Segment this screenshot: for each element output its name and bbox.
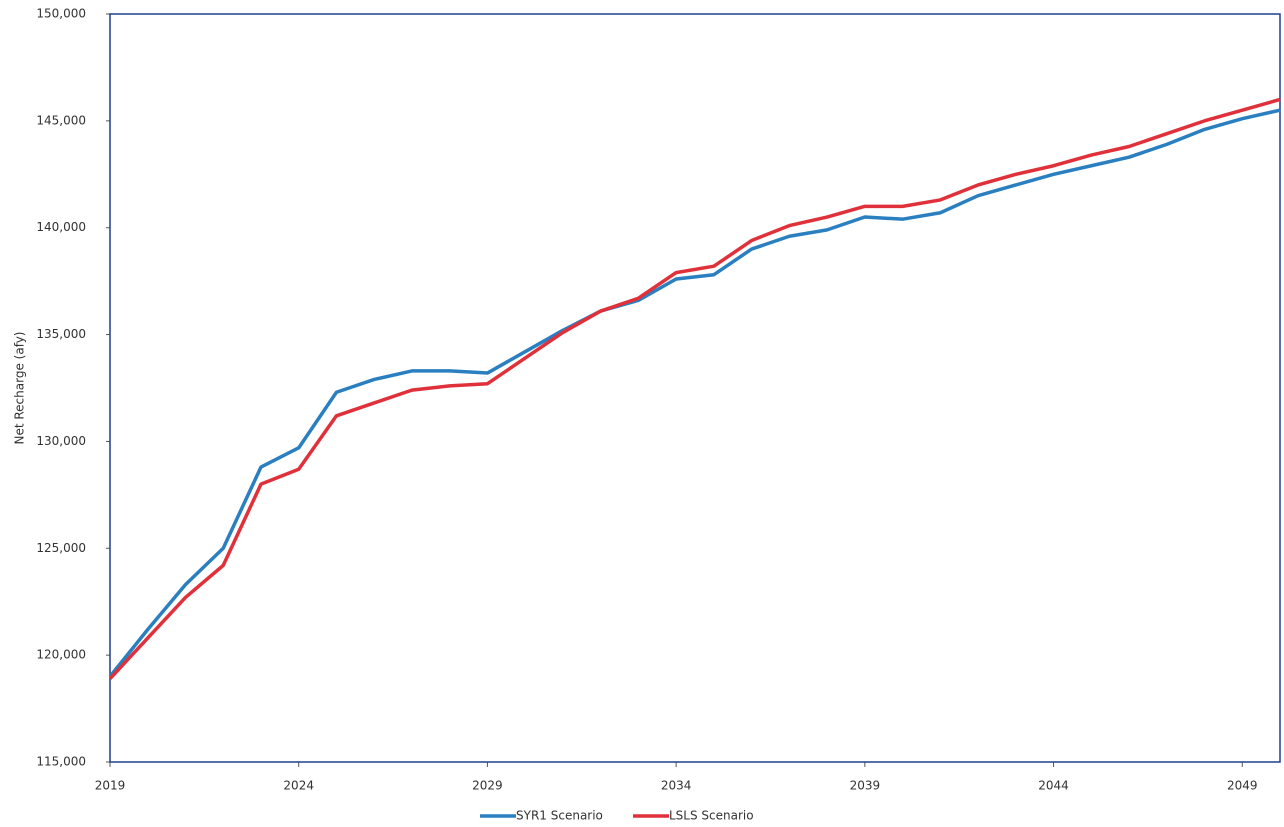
y-tick-label: 145,000 (36, 113, 86, 127)
y-tick-label: 140,000 (36, 220, 86, 234)
x-tick-label: 2049 (1227, 779, 1258, 793)
y-tick-label: 115,000 (36, 755, 86, 769)
x-tick-label: 2024 (283, 779, 314, 793)
plot-border (109, 13, 1281, 763)
legend-label: LSLS Scenario (669, 809, 754, 823)
y-tick-label: 125,000 (36, 541, 86, 555)
x-tick-label: 2029 (472, 779, 503, 793)
series-line (108, 108, 1281, 678)
x-tick-label: 2019 (95, 779, 126, 793)
x-tick-label: 2034 (661, 779, 692, 793)
y-tick-label: 150,000 (36, 7, 86, 21)
x-tick-label: 2039 (850, 779, 881, 793)
x-tick-label: 2044 (1038, 779, 1069, 793)
y-axis-label: Net Recharge (afy) (13, 332, 27, 445)
series-line (108, 97, 1281, 680)
legend-label: SYR1 Scenario (516, 809, 603, 823)
y-tick-label: 130,000 (36, 434, 86, 448)
y-tick-label: 120,000 (36, 648, 86, 662)
y-tick-label: 135,000 (36, 327, 86, 341)
